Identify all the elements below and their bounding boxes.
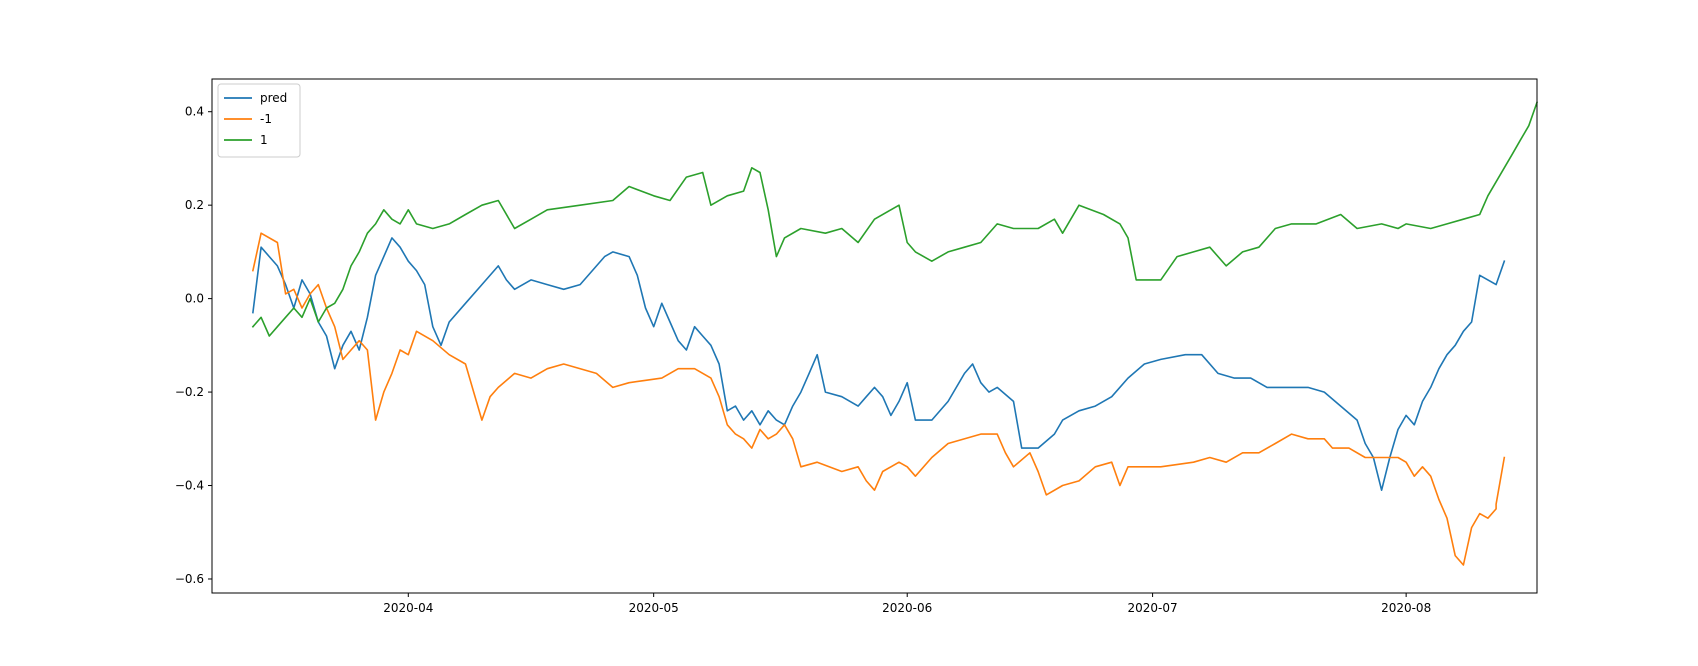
y-tick-label: −0.2: [175, 385, 204, 399]
y-axis: −0.6 −0.4 −0.2 0.0 0.2 0.4: [175, 105, 212, 586]
legend-box: [217, 83, 301, 158]
x-tick-label: 2020-04: [383, 601, 433, 615]
series-line-2: [251, 101, 1539, 337]
y-tick-label: 0.4: [185, 105, 204, 119]
x-tick-label: 2020-08: [1381, 601, 1431, 615]
x-tick-label: 2020-05: [629, 601, 679, 615]
legend-label: 1: [260, 133, 268, 147]
x-tick-label: 2020-07: [1128, 601, 1178, 615]
y-tick-label: −0.6: [175, 572, 204, 586]
x-axis: 2020-04 2020-05 2020-06 2020-07 2020-08: [383, 593, 1431, 615]
legend-label: -1: [260, 112, 272, 126]
series-line-0: [252, 237, 1506, 491]
y-tick-label: −0.4: [175, 479, 204, 493]
x-tick-label: 2020-06: [882, 601, 932, 615]
plot-frame: [211, 78, 1538, 594]
y-tick-label: 0.0: [185, 292, 204, 306]
series-layer: [251, 101, 1539, 566]
y-tick-label: 0.2: [185, 198, 204, 212]
legend-label: pred: [260, 91, 287, 105]
series-line-1: [251, 232, 1506, 566]
legend: pred -1 1: [217, 83, 301, 158]
